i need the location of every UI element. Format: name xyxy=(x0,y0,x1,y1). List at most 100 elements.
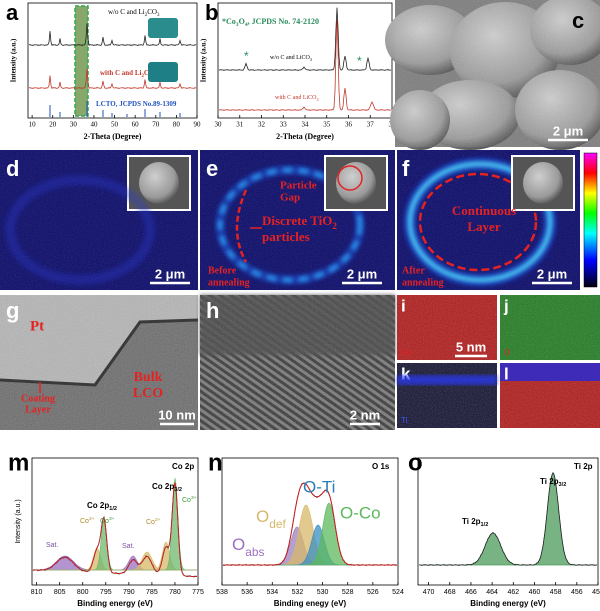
peak-label: Sat. xyxy=(46,542,59,549)
plot-frame xyxy=(31,457,199,586)
peak-label: Oabs xyxy=(232,535,264,559)
powder-photo xyxy=(148,18,178,38)
x-tick-label: 50 xyxy=(111,121,119,129)
text-part: 4 xyxy=(245,22,248,28)
text-part: with C and Li xyxy=(100,69,141,77)
text-part: 3 xyxy=(157,13,160,18)
annotation: annealing xyxy=(402,277,444,288)
peak-marker: * xyxy=(357,54,362,68)
spectrum xyxy=(218,19,392,111)
x-tick-label: 524 xyxy=(392,589,404,596)
x-tick-label: 20 xyxy=(49,121,57,129)
x-tick-label: 90 xyxy=(194,121,202,129)
curve-label: with C and LiCO3 xyxy=(275,95,319,102)
text-part: w/o C and LiCO xyxy=(270,55,310,61)
peak-marker: * xyxy=(244,49,249,63)
x-tick-label: 785 xyxy=(146,589,158,596)
text-part: def xyxy=(269,517,286,531)
text-part: CO xyxy=(147,8,157,16)
x-tick-label: 526 xyxy=(367,589,379,596)
text-part: 2 xyxy=(332,221,337,231)
peak-label: Sat. xyxy=(122,543,135,550)
interface xyxy=(0,318,199,387)
text-part: LCTO, JCPDS No.89-1309 xyxy=(96,100,177,108)
panel-letter: b xyxy=(205,0,218,25)
text-part: 2+ xyxy=(89,516,95,522)
highlight xyxy=(337,165,363,191)
x-tick-label: 528 xyxy=(342,589,354,596)
text-part: 3/2 xyxy=(559,482,567,488)
panel-letter: j xyxy=(503,296,509,315)
x-tick-label: 80 xyxy=(173,121,181,129)
scale-bar-label: 2 μm xyxy=(347,266,377,281)
peak-label: O-Ti xyxy=(303,477,335,496)
annotation: After xyxy=(402,265,425,276)
scale-bar-label: 2 μm xyxy=(553,123,583,138)
panel-letter: m xyxy=(8,449,29,476)
x-tick-label: 810 xyxy=(31,589,43,596)
peak-label: Co 2p3/2 xyxy=(152,482,182,493)
panel-letter: n xyxy=(208,449,223,476)
panel-letter: f xyxy=(402,156,410,181)
glow xyxy=(5,175,155,285)
x-tick-label: 790 xyxy=(123,589,135,596)
ring xyxy=(215,165,365,285)
text-part: 3+ xyxy=(191,495,197,501)
x-tick-label: 464 xyxy=(486,589,498,596)
panel-letter: a xyxy=(6,0,19,25)
x-tick-label: 534 xyxy=(266,589,278,596)
fit-peak xyxy=(223,502,397,566)
inset-particle xyxy=(523,162,563,204)
spectrum xyxy=(28,23,197,47)
x-tick-label: 466 xyxy=(465,589,477,596)
text-part: Co xyxy=(146,519,155,526)
peak-label: Ti 2p3/2 xyxy=(540,477,566,488)
text-part: Discrete TiO xyxy=(262,213,332,228)
x-axis-label: Binding energy (eV) xyxy=(470,599,546,608)
texture xyxy=(500,295,600,360)
panel-letter: d xyxy=(6,156,19,181)
x-tick-label: 456 xyxy=(571,589,583,596)
x-tick-label: 32 xyxy=(258,121,266,129)
annotation: Gap xyxy=(280,192,300,204)
x-tick-label: 35 xyxy=(323,121,331,129)
text-part: 1/2 xyxy=(481,522,489,528)
dashed-outline xyxy=(418,172,538,272)
text-part: Co xyxy=(80,518,89,525)
text-part: Ti 2p xyxy=(540,477,559,486)
panel-letter: c xyxy=(572,8,584,33)
spectrum-title: Ti 2p xyxy=(574,462,593,471)
text-part: O xyxy=(232,535,245,554)
x-tick-label: 468 xyxy=(444,589,456,596)
annotation: particles xyxy=(262,229,310,244)
x-tick-label: 805 xyxy=(54,589,66,596)
annotation: Coating xyxy=(21,393,55,404)
text-part: , JCPDS No. 74-2120 xyxy=(248,17,319,26)
element-label: Ti xyxy=(401,416,408,425)
text-part: 3 xyxy=(236,22,239,28)
annotation: annealing xyxy=(208,277,250,288)
text-part: 3+ xyxy=(109,516,115,522)
curve-label: w/o C and LiCO3 xyxy=(270,55,312,62)
text-part: 2 xyxy=(145,13,148,18)
text-part: O xyxy=(256,507,269,526)
x-tick-label: 470 xyxy=(423,589,435,596)
peak-label: Co2+ xyxy=(146,517,161,526)
texture xyxy=(0,295,198,430)
ti-band xyxy=(397,375,497,385)
annotation: Discrete TiO2 xyxy=(262,213,337,231)
x-tick-label: 40 xyxy=(90,121,98,129)
peak-label: O-Co xyxy=(340,503,381,522)
panel-letter: o xyxy=(408,449,423,476)
x-tick-label: 460 xyxy=(529,589,541,596)
panel-letter: h xyxy=(206,298,219,323)
x-axis-label: Binding energy (eV) xyxy=(77,599,153,608)
ti-band xyxy=(500,363,600,381)
x-tick-label: 795 xyxy=(100,589,112,596)
text-part: 2+ xyxy=(155,517,161,523)
y-axis-label: Intensity (a.u.) xyxy=(200,38,208,82)
x-tick-label: 30 xyxy=(70,121,78,129)
panel-letter: g xyxy=(6,298,19,323)
scale-bar-label: 5 nm xyxy=(456,339,486,354)
text-part: *Co xyxy=(222,17,236,26)
